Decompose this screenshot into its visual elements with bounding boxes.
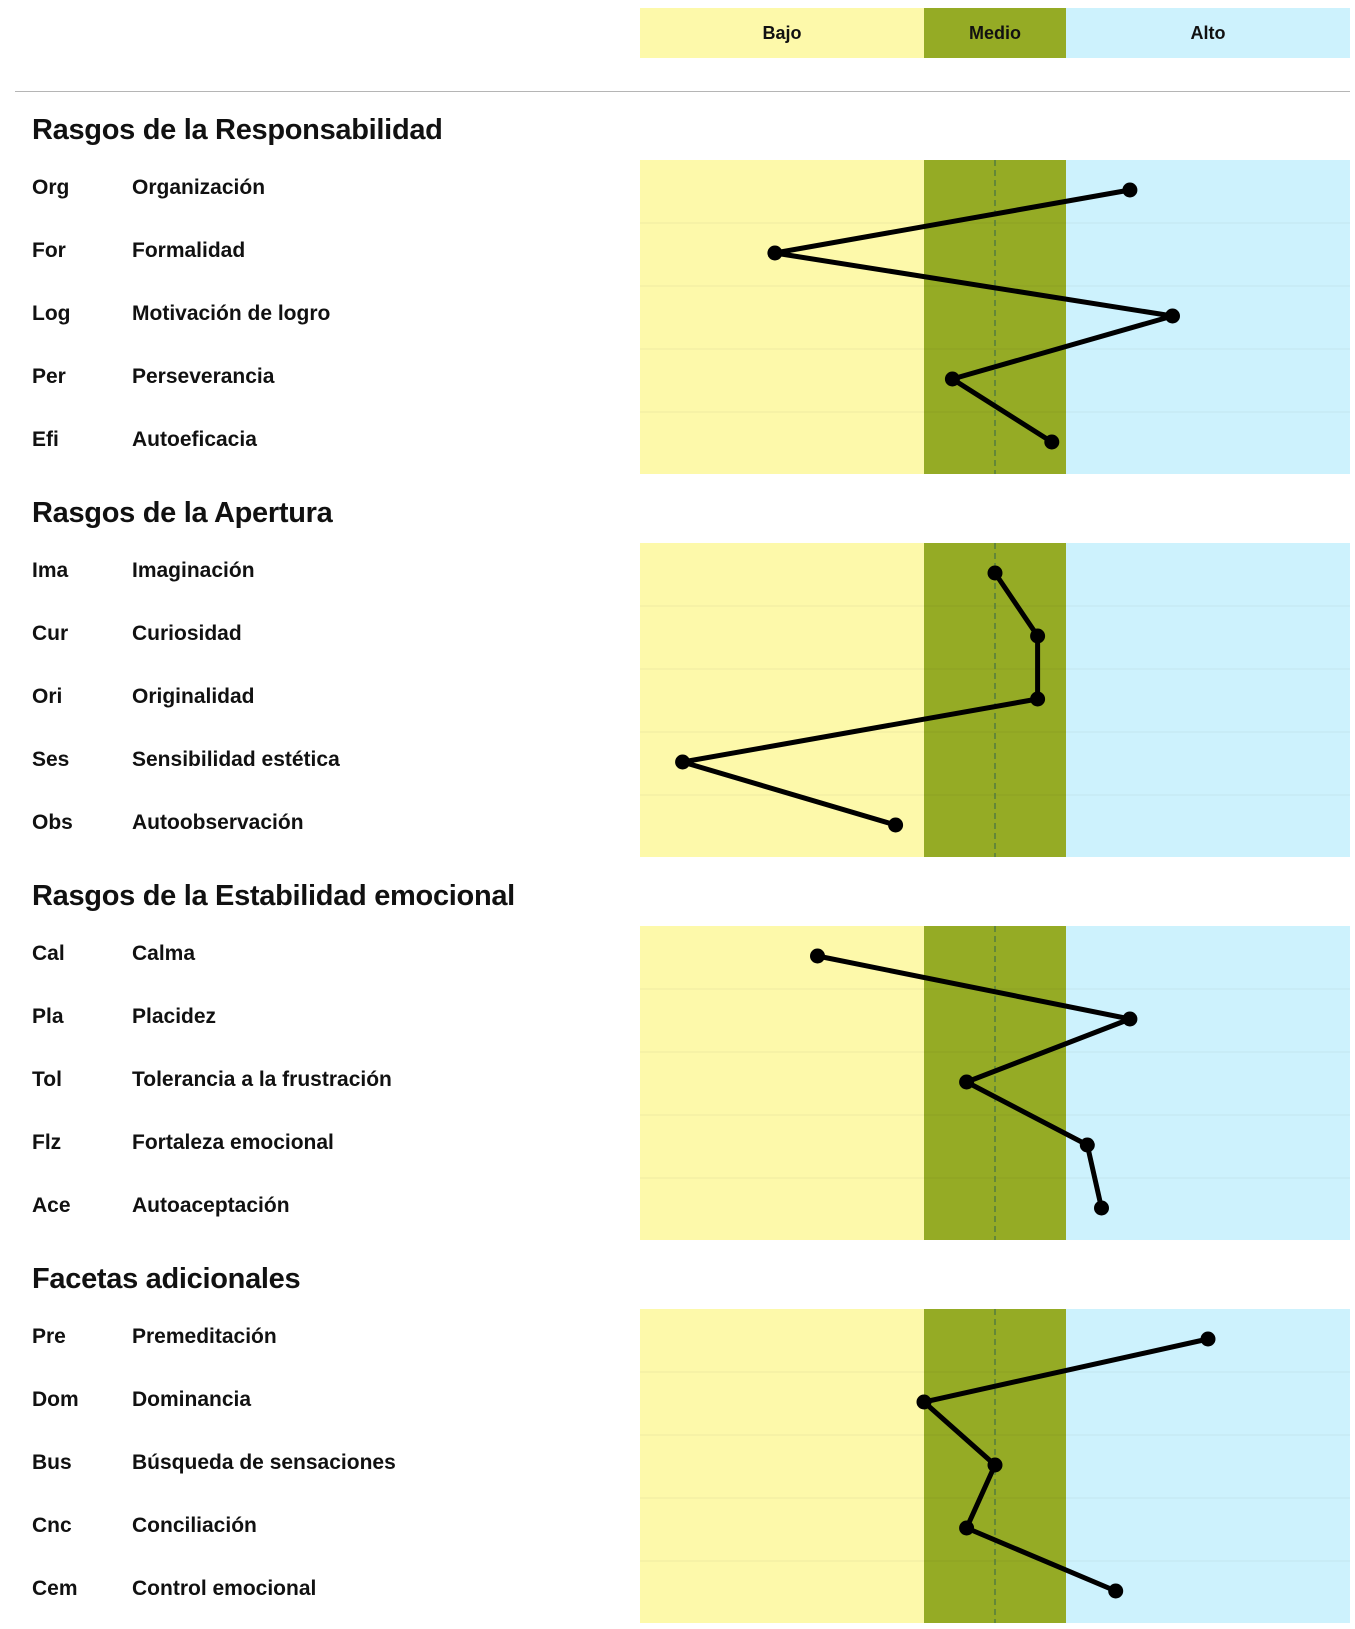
data-point-dom: [916, 1394, 932, 1410]
data-point-obs: [888, 817, 904, 833]
data-point-ses: [675, 754, 691, 770]
data-point-cur: [1030, 628, 1046, 644]
profile-chart: [640, 543, 1350, 857]
data-point-log: [1165, 308, 1180, 324]
row-name: Control emocional: [132, 1577, 317, 1600]
section-title: Rasgos de la Responsabilidad: [32, 113, 443, 146]
row-abbr: Cal: [32, 942, 65, 965]
section-title: Facetas adicionales: [32, 1262, 301, 1295]
row-abbr: Efi: [32, 428, 59, 451]
header-label-mid: Medio: [969, 22, 1021, 43]
data-point-ori: [1030, 691, 1046, 707]
row-abbr: Flz: [32, 1131, 62, 1154]
row-name: Placidez: [132, 1005, 217, 1028]
data-point-bus: [987, 1457, 1003, 1473]
profile-chart: [640, 926, 1350, 1240]
section-apertura: Rasgos de la Apertura Ima Imaginación Cu…: [0, 493, 1355, 863]
row-name: Tolerancia a la frustración: [132, 1068, 392, 1091]
row-abbr: For: [32, 239, 66, 262]
row-abbr: Ori: [32, 685, 63, 708]
row-name: Fortaleza emocional: [132, 1131, 334, 1154]
data-point-org: [1122, 182, 1138, 198]
data-point-flz: [1079, 1137, 1095, 1153]
band-high: [1066, 1309, 1350, 1623]
row-name: Perseverancia: [132, 365, 275, 388]
row-name: Calma: [132, 942, 196, 965]
row-name: Sensibilidad estética: [132, 748, 340, 771]
section-responsabilidad: Rasgos de la Responsabilidad Org Organiz…: [0, 110, 1355, 480]
row-abbr: Ima: [32, 559, 69, 582]
header-band-high: Alto: [1066, 8, 1350, 58]
data-point-cnc: [959, 1520, 975, 1536]
row-abbr: Cem: [32, 1577, 78, 1600]
band-low: [640, 160, 924, 474]
band-low: [640, 543, 924, 857]
row-abbr: Cur: [32, 622, 69, 645]
row-name: Curiosidad: [132, 622, 242, 645]
band-mid: [924, 926, 1066, 1240]
row-abbr: Pla: [32, 1005, 64, 1028]
header-divider: [15, 91, 1350, 92]
row-name: Organización: [132, 176, 266, 199]
row-name: Motivación de logro: [132, 302, 331, 325]
row-abbr: Tol: [32, 1068, 62, 1091]
data-point-pre: [1200, 1331, 1216, 1347]
band-high: [1066, 160, 1350, 474]
data-point-cal: [810, 948, 825, 964]
row-abbr: Log: [32, 302, 71, 325]
data-point-per: [944, 371, 960, 387]
row-abbr: Cnc: [32, 1514, 72, 1537]
row-abbr: Dom: [32, 1388, 79, 1411]
header-label-high: Alto: [1190, 22, 1226, 43]
row-name: Formalidad: [132, 239, 246, 262]
band-high: [1066, 926, 1350, 1240]
data-point-cem: [1108, 1583, 1124, 1599]
section-facetas-adicionales: Facetas adicionales Pre Premeditación Do…: [0, 1259, 1355, 1623]
row-abbr: Ses: [32, 748, 70, 771]
row-abbr: Org: [32, 176, 70, 199]
row-name: Autoeficacia: [132, 428, 257, 451]
band-low: [640, 926, 924, 1240]
data-point-ima: [987, 565, 1003, 581]
row-abbr: Ace: [32, 1194, 71, 1217]
header-label-low: Bajo: [762, 22, 802, 43]
row-name: Imaginación: [132, 559, 255, 582]
data-point-efi: [1044, 434, 1060, 450]
band-low: [640, 1309, 924, 1623]
data-point-pla: [1122, 1011, 1138, 1027]
header-band-mid: Medio: [924, 8, 1066, 58]
row-name: Originalidad: [132, 685, 255, 708]
row-name: Autoobservación: [132, 811, 304, 834]
row-name: Conciliación: [132, 1514, 257, 1537]
row-abbr: Obs: [32, 811, 73, 834]
band-high: [1066, 543, 1350, 857]
profile-chart: [640, 1309, 1350, 1623]
row-name: Dominancia: [132, 1388, 252, 1411]
section-title: Rasgos de la Estabilidad emocional: [32, 879, 515, 912]
data-point-ace: [1094, 1200, 1109, 1216]
section-estabilidad-emocional: Rasgos de la Estabilidad emocional Cal C…: [0, 876, 1355, 1246]
row-name: Autoaceptación: [132, 1194, 290, 1217]
row-abbr: Bus: [32, 1451, 72, 1474]
row-name: Búsqueda de sensaciones: [132, 1451, 396, 1474]
data-point-for: [767, 245, 783, 261]
row-abbr: Pre: [32, 1325, 66, 1348]
profile-chart: [640, 160, 1350, 474]
row-abbr: Per: [32, 365, 66, 388]
data-point-tol: [959, 1074, 975, 1090]
row-name: Premeditación: [132, 1325, 277, 1348]
section-title: Rasgos de la Apertura: [32, 496, 333, 529]
header-band-low: Bajo: [640, 8, 924, 58]
